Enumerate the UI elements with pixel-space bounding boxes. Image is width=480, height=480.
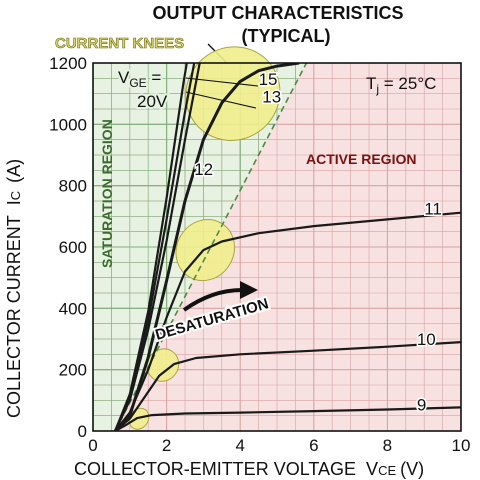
y-tick-label: 200 — [59, 361, 87, 380]
y-tick-label: 1000 — [49, 115, 87, 134]
curve-label-11: 11 — [424, 200, 442, 219]
tj-label: Tj = 25°C — [366, 74, 436, 96]
y-tick-label: 0 — [78, 422, 87, 441]
curve-label-12: 12 — [194, 160, 213, 179]
current-knee-ellipse — [146, 348, 180, 382]
curve-label-9: 9 — [417, 395, 426, 414]
x-tick-label: 6 — [309, 436, 318, 455]
saturation-boundary-line — [114, 62, 308, 432]
curve-label-10: 10 — [417, 330, 436, 349]
desaturation-arrow-shaft — [182, 288, 243, 312]
saturation-region-label: SATURATION REGION — [99, 119, 115, 268]
saturation-boundary — [114, 62, 308, 432]
x-tick-label: 4 — [235, 436, 244, 455]
x-tick-label: 0 — [88, 436, 97, 455]
curve-label-13: 13 — [262, 88, 281, 107]
curve-vge-11 — [114, 211, 461, 431]
x-axis-label: COLLECTOR-EMITTER VOLTAGE VCE (V) — [74, 459, 424, 479]
curves — [114, 63, 461, 431]
y-tick-label: 400 — [59, 299, 87, 318]
leader-line-15 — [185, 77, 259, 87]
axis-ticks: 0 2 4 6 8 10 0 200 400 600 800 1000 1200 — [49, 54, 470, 455]
x-tick-label: 2 — [162, 436, 171, 455]
plot-frame — [92, 62, 462, 432]
vge-value: 20V — [137, 92, 168, 111]
curve-vge-15 — [114, 63, 300, 431]
chart-title: OUTPUT CHARACTERISTICS — [153, 3, 404, 23]
curve-vge-9 — [114, 406, 461, 431]
y-axis-label: COLLECTOR CURRENTIC(A) — [4, 159, 24, 418]
chart-subtitle: (TYPICAL) — [242, 26, 331, 46]
x-tick-label: 8 — [383, 436, 392, 455]
curve-vge-14 — [114, 63, 188, 431]
active-region-label: ACTIVE REGION — [306, 151, 416, 167]
curve-vge-10 — [114, 341, 461, 431]
y-tick-label: 1200 — [49, 54, 87, 73]
desaturation-arrow-head — [240, 281, 258, 299]
current-knees-label: CURRENT KNEES — [55, 35, 184, 52]
curve-label-leaders — [185, 77, 259, 109]
leader-line-13 — [185, 91, 257, 109]
plot-border — [92, 62, 462, 432]
y-tick-label: 800 — [59, 177, 87, 196]
curve-label-15: 15 — [259, 70, 278, 89]
vge-label: VGE = — [118, 68, 161, 90]
x-tick-label: 10 — [452, 436, 471, 455]
y-tick-label: 600 — [59, 238, 87, 257]
